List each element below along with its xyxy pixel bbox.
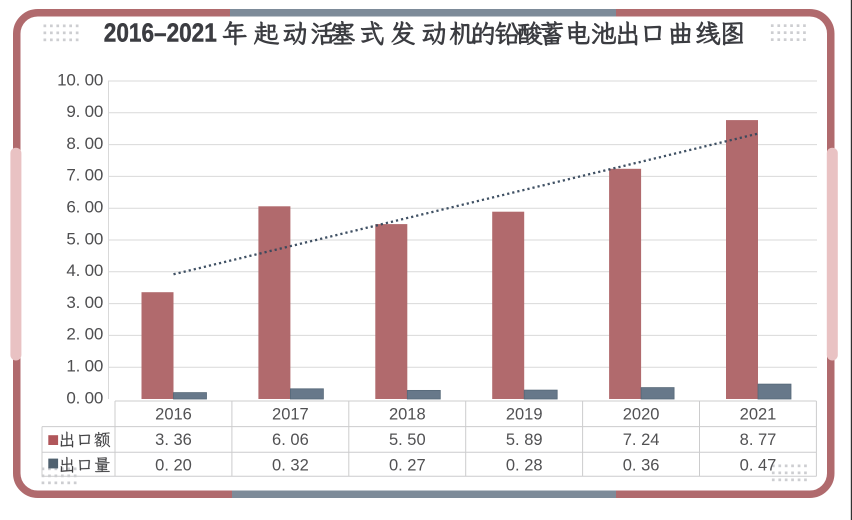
svg-text:2020: 2020 bbox=[623, 405, 660, 423]
svg-text:0. 20: 0. 20 bbox=[155, 456, 192, 474]
svg-text:3. 00: 3. 00 bbox=[66, 293, 103, 312]
svg-text:2016: 2016 bbox=[155, 405, 192, 423]
svg-text:0. 32: 0. 32 bbox=[272, 456, 309, 474]
svg-text:3. 36: 3. 36 bbox=[155, 431, 192, 449]
svg-text:0. 27: 0. 27 bbox=[389, 456, 426, 474]
svg-text:6. 06: 6. 06 bbox=[272, 431, 309, 449]
svg-text:1. 00: 1. 00 bbox=[66, 357, 103, 376]
svg-text:7. 00: 7. 00 bbox=[66, 166, 103, 185]
svg-text:2019: 2019 bbox=[506, 405, 543, 423]
svg-text:0. 47: 0. 47 bbox=[740, 456, 777, 474]
svg-text:9. 00: 9. 00 bbox=[66, 102, 103, 121]
svg-text:0. 36: 0. 36 bbox=[623, 456, 660, 474]
svg-text:6. 00: 6. 00 bbox=[66, 198, 103, 217]
svg-text:5. 89: 5. 89 bbox=[506, 431, 543, 449]
svg-text:0. 28: 0. 28 bbox=[506, 456, 543, 474]
svg-text:2018: 2018 bbox=[389, 405, 426, 423]
svg-text:2016–2021: 2016–2021 bbox=[104, 20, 217, 48]
svg-text:4. 00: 4. 00 bbox=[66, 261, 103, 280]
svg-text:0. 00: 0. 00 bbox=[66, 388, 103, 407]
svg-text:5. 00: 5. 00 bbox=[66, 229, 103, 248]
svg-text:8. 00: 8. 00 bbox=[66, 134, 103, 153]
svg-text:5. 50: 5. 50 bbox=[389, 431, 426, 449]
svg-text:2017: 2017 bbox=[272, 405, 309, 423]
svg-text:10. 00: 10. 00 bbox=[57, 70, 103, 89]
svg-text:8. 77: 8. 77 bbox=[740, 431, 777, 449]
svg-text:2021: 2021 bbox=[740, 405, 777, 423]
svg-text:7. 24: 7. 24 bbox=[623, 431, 660, 449]
svg-text:2. 00: 2. 00 bbox=[66, 325, 103, 344]
